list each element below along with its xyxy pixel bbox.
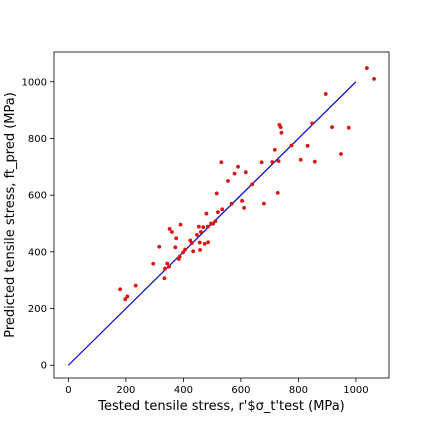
data-point (133, 283, 138, 288)
x-axis-label: Tested tensile stress, r'$σ_t'test (MPa) (97, 399, 344, 414)
data-point (242, 206, 246, 210)
data-point (174, 236, 179, 241)
data-point (173, 245, 178, 250)
data-point (183, 247, 188, 252)
x-tick-label: 1000 (343, 385, 368, 396)
data-point (298, 157, 303, 162)
data-point (123, 297, 128, 302)
data-point (178, 222, 183, 227)
data-point (262, 201, 266, 206)
x-tick-label: 600 (231, 385, 250, 396)
data-point (199, 230, 203, 234)
data-point (250, 182, 255, 187)
data-point (157, 244, 162, 249)
y-axis-ticks: 0 200 400 600 800 1000 (22, 77, 54, 372)
x-tick-label: 0 (65, 385, 71, 396)
data-point (346, 125, 351, 130)
data-point (312, 159, 317, 164)
data-point (167, 264, 171, 269)
data-point (310, 121, 315, 126)
data-point (278, 125, 283, 130)
data-point (205, 224, 210, 229)
data-point (165, 261, 170, 266)
data-point (198, 247, 202, 252)
y-tick-label: 200 (28, 304, 47, 315)
y-tick-label: 1000 (22, 77, 47, 88)
series-layer (67, 66, 376, 366)
data-point (229, 201, 234, 206)
x-tick-label: 400 (174, 385, 193, 396)
data-point (339, 152, 343, 156)
data-point (125, 294, 130, 299)
data-point (275, 190, 280, 195)
data-point (364, 66, 369, 71)
data-point (213, 219, 218, 224)
data-point (276, 159, 281, 164)
data-point (191, 249, 196, 254)
data-point (259, 160, 264, 165)
data-point (305, 143, 310, 148)
data-point (211, 221, 215, 226)
data-point (197, 224, 201, 229)
data-point (330, 125, 334, 130)
data-point (220, 207, 225, 212)
data-point (167, 226, 172, 231)
data-point (323, 92, 328, 96)
data-point (219, 160, 224, 165)
data-point (177, 254, 182, 259)
data-point (289, 143, 294, 148)
data-point (236, 164, 240, 169)
data-point (151, 261, 156, 266)
data-point (118, 287, 123, 292)
x-tick-label: 200 (116, 385, 135, 396)
data-point (279, 130, 284, 135)
data-point (163, 266, 167, 271)
y-tick-label: 0 (41, 361, 47, 372)
data-point (226, 179, 230, 183)
data-point (270, 160, 275, 164)
data-point (197, 240, 202, 245)
data-point (181, 250, 186, 255)
data-point (201, 225, 206, 230)
x-tick-label: 800 (289, 385, 308, 396)
data-point (372, 77, 376, 81)
data-point (162, 276, 167, 281)
x-axis-ticks: 0 200 400 600 800 1000 (65, 378, 369, 396)
data-point (204, 211, 209, 216)
data-point (206, 240, 211, 245)
data-point (195, 232, 199, 237)
data-point (214, 191, 219, 196)
data-point (202, 242, 207, 246)
data-point (272, 147, 277, 152)
data-point (240, 198, 244, 203)
data-point (243, 170, 248, 175)
y-tick-label: 400 (28, 247, 47, 258)
data-point (169, 230, 174, 234)
y-tick-label: 800 (28, 134, 47, 145)
data-point (232, 171, 237, 176)
y-axis-label: Predicted tensile stress, ft_pred (MPa) (3, 92, 18, 338)
y-tick-label: 600 (28, 191, 47, 202)
data-point (189, 241, 194, 245)
data-point (216, 210, 220, 215)
